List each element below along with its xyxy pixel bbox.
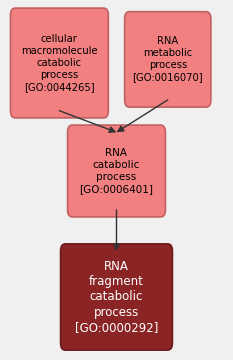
FancyBboxPatch shape [125, 12, 211, 107]
Text: cellular
macromolecule
catabolic
process
[GO:0044265]: cellular macromolecule catabolic process… [21, 34, 98, 92]
FancyBboxPatch shape [61, 244, 172, 350]
FancyBboxPatch shape [10, 8, 108, 118]
FancyBboxPatch shape [68, 125, 165, 217]
Text: RNA
catabolic
process
[GO:0006401]: RNA catabolic process [GO:0006401] [79, 148, 154, 194]
Text: RNA
metabolic
process
[GO:0016070]: RNA metabolic process [GO:0016070] [132, 36, 203, 82]
Text: RNA
fragment
catabolic
process
[GO:0000292]: RNA fragment catabolic process [GO:00002… [75, 260, 158, 334]
